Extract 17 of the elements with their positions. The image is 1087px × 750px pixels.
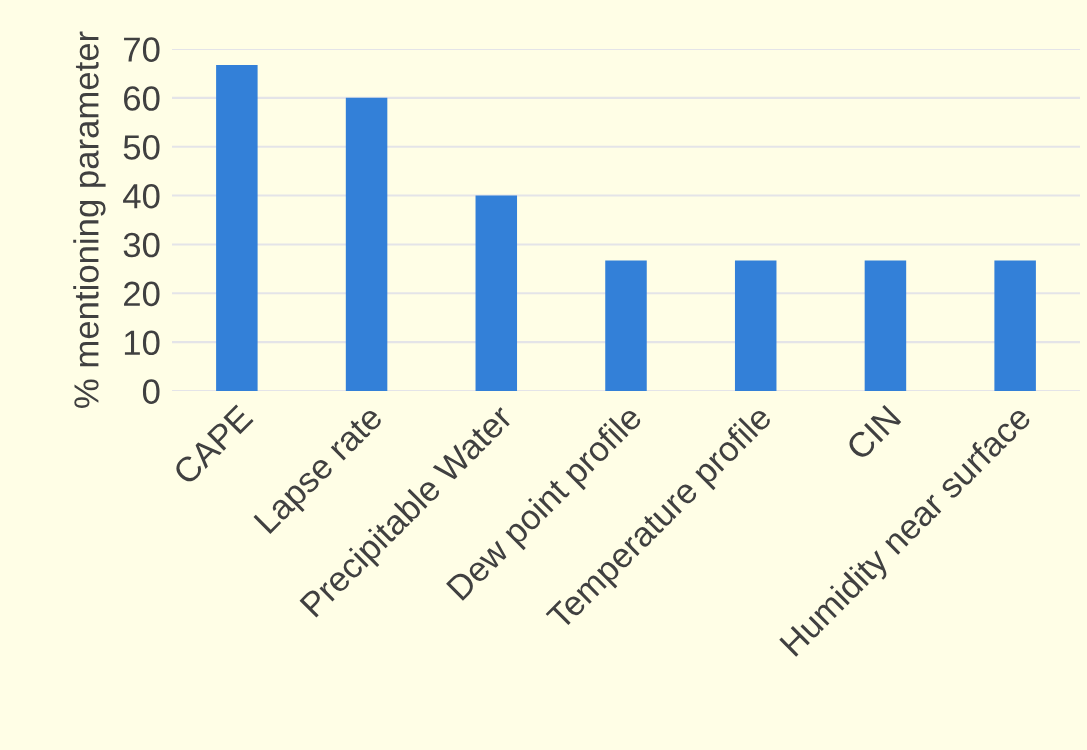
- x-tick-label: CIN: [845, 404, 902, 462]
- y-tick-label: 40: [123, 183, 160, 209]
- y-tick-label: 0: [142, 379, 160, 404]
- y-tick-label: 60: [124, 86, 160, 111]
- bar: [345, 97, 388, 391]
- bar: [734, 260, 777, 391]
- bar: [864, 260, 907, 391]
- bar: [475, 195, 518, 391]
- bar: [216, 65, 258, 391]
- y-tick-label: 10: [124, 330, 160, 356]
- y-tick-label: 50: [123, 135, 160, 160]
- y-axis-title: % mentioning parameter: [73, 31, 106, 408]
- y-tick-label: 20: [124, 281, 160, 307]
- y-tick-label: 70: [124, 37, 160, 62]
- bar: [994, 260, 1036, 391]
- y-tick-label: 30: [123, 232, 160, 258]
- bar: [605, 260, 647, 391]
